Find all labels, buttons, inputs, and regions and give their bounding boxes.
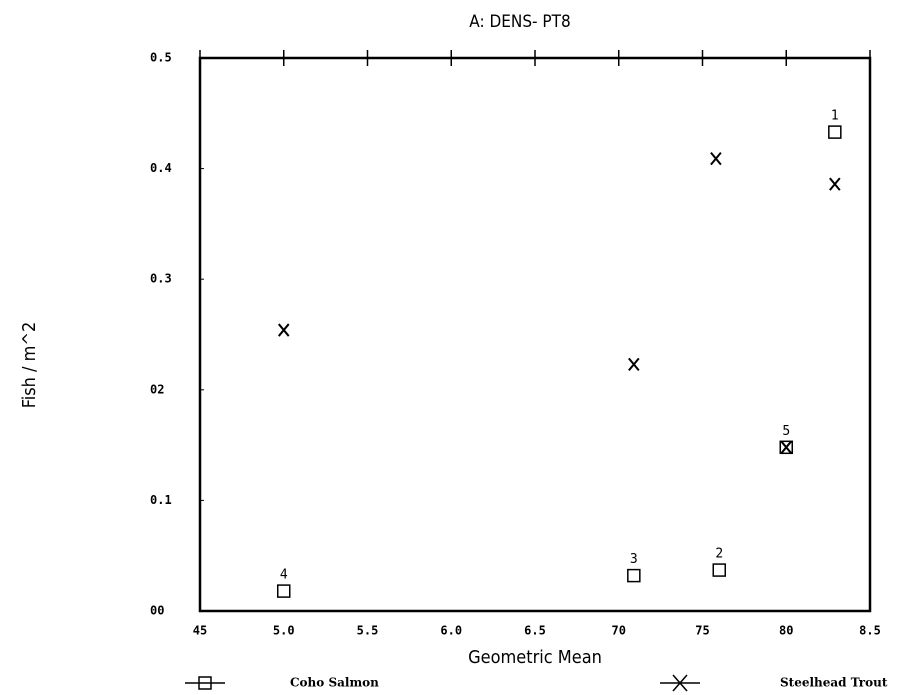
y-tick-label: 0.5: [150, 51, 172, 65]
x-tick-label: 6.5: [524, 624, 546, 638]
y-axis-label: Fish / m^2: [19, 322, 40, 409]
y-tick-label: 0.4: [150, 161, 172, 175]
y-tick-label: 00: [150, 604, 164, 618]
x-tick-label: 45: [193, 624, 207, 638]
plot-frame: [198, 56, 872, 613]
coho-marker: [779, 440, 793, 455]
x-tick-label: 75: [695, 624, 709, 638]
coho-marker: [277, 584, 291, 598]
x-axis-label: Geometric Mean: [468, 647, 602, 668]
steelhead-marker: [628, 357, 640, 372]
point-label: 4: [280, 568, 288, 583]
coho-marker: [627, 568, 641, 583]
x-tick-label: 5.5: [357, 624, 379, 638]
y-tick-label: 02: [150, 382, 164, 396]
legend-marker: [672, 674, 688, 692]
legend-label: Coho Salmon: [290, 676, 379, 690]
x-tick-label: 70: [612, 624, 626, 638]
steelhead-marker: [277, 323, 290, 337]
coho-marker: [712, 563, 726, 577]
point-label: 2: [715, 547, 723, 562]
steelhead-marker: [780, 440, 793, 454]
x-tick-label: 6.0: [440, 624, 462, 638]
point-label: 3: [630, 552, 638, 567]
x-tick-label: 5.0: [273, 624, 295, 638]
steelhead-marker: [710, 152, 722, 166]
steelhead-marker: [829, 177, 841, 191]
point-label: 5: [782, 424, 790, 439]
coho-marker: [828, 125, 842, 139]
y-tick-label: 0.1: [150, 493, 172, 507]
x-tick-label: 8.5: [859, 624, 881, 638]
y-tick-label: 0.3: [150, 272, 172, 286]
legend-marker: [198, 676, 212, 690]
point-label: 1: [831, 109, 839, 124]
chart-title: A: DENS- PT8: [469, 12, 570, 32]
x-tick-label: 80: [779, 624, 793, 638]
legend-label: Steelhead Trout: [780, 676, 888, 690]
